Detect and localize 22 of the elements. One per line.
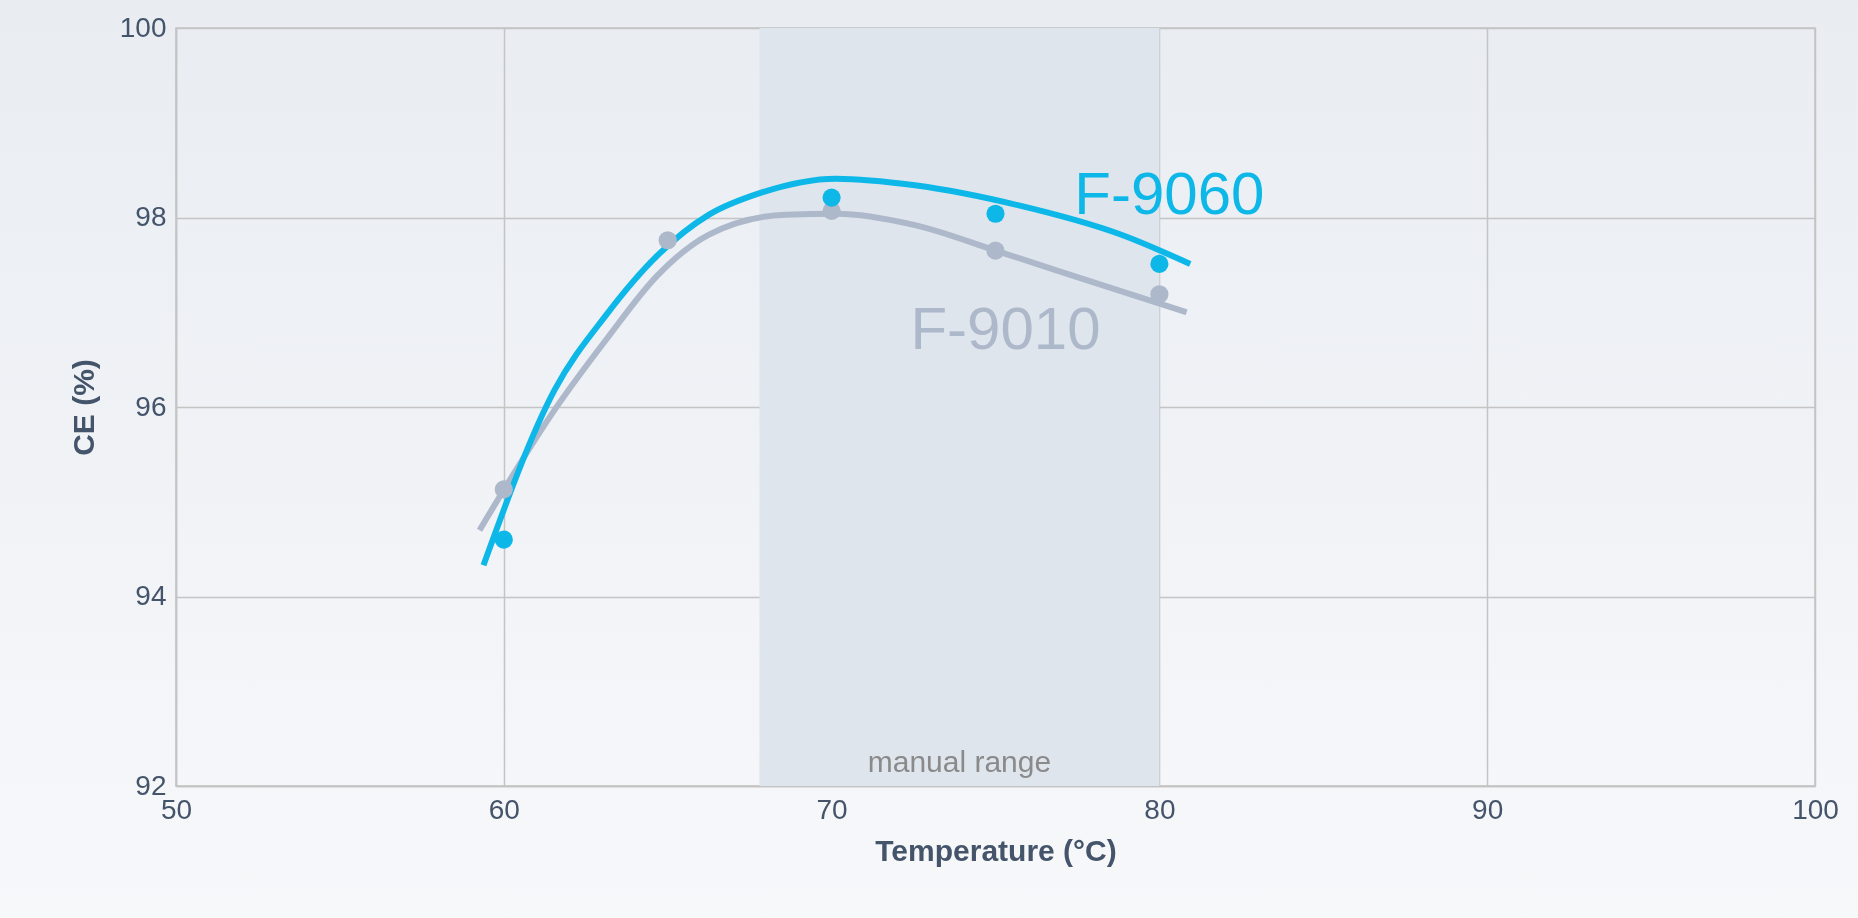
y-tick-label: 92: [135, 769, 167, 801]
series-label: F-9060: [1074, 159, 1265, 227]
y-tick-label: 100: [119, 11, 167, 43]
band-label: manual range: [867, 745, 1052, 778]
x-axis-title: Temperature (°C): [875, 833, 1117, 867]
y-tick-label: 94: [135, 580, 167, 611]
point: [1150, 285, 1169, 304]
x-tick-label: 100: [1792, 793, 1839, 825]
point: [986, 204, 1005, 223]
y-axis-title: CE (%): [66, 359, 100, 456]
point: [1150, 254, 1169, 273]
x-tick-label: 70: [816, 793, 848, 825]
x-tick-label: 90: [1472, 793, 1504, 825]
point: [822, 188, 841, 207]
point: [494, 480, 513, 499]
point: [658, 231, 677, 250]
point: [986, 241, 1005, 260]
x-tick-label: 60: [488, 793, 520, 825]
y-tick-label: 98: [135, 201, 167, 232]
y-tick-label: 96: [135, 390, 167, 422]
point: [494, 530, 513, 549]
x-tick-label: 80: [1144, 793, 1176, 825]
